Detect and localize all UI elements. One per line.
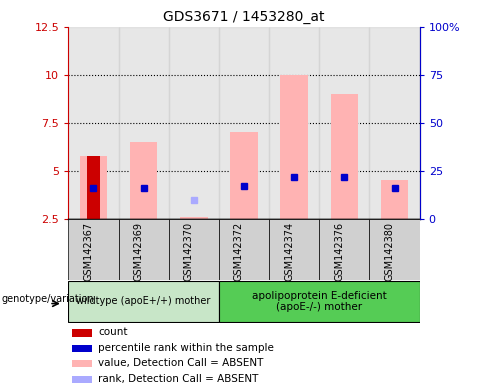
Bar [319,27,369,219]
Bar [72,329,92,337]
Bar [130,142,158,219]
Bar [381,180,408,219]
Text: GSM142374: GSM142374 [284,222,294,281]
FancyBboxPatch shape [68,281,219,322]
Bar [230,132,258,219]
Bar [369,219,420,280]
Bar [169,219,219,280]
Bar [269,27,319,219]
Bar [169,27,219,219]
Bar [72,376,92,383]
Text: GSM142367: GSM142367 [83,222,93,281]
Bar [330,94,358,219]
Text: GSM142376: GSM142376 [334,222,345,281]
Bar [87,156,100,219]
Text: GSM142369: GSM142369 [134,222,143,281]
Bar [72,360,92,367]
Bar [281,75,308,219]
Text: percentile rank within the sample: percentile rank within the sample [99,343,274,353]
Bar [269,219,319,280]
Text: wildtype (apoE+/+) mother: wildtype (apoE+/+) mother [77,296,211,306]
Bar [68,27,119,219]
Bar [219,27,269,219]
Text: rank, Detection Call = ABSENT: rank, Detection Call = ABSENT [99,374,259,384]
Bar [119,219,169,280]
Bar [219,219,269,280]
Title: GDS3671 / 1453280_at: GDS3671 / 1453280_at [163,10,325,25]
Text: count: count [99,328,128,338]
Text: value, Detection Call = ABSENT: value, Detection Call = ABSENT [99,358,264,368]
Text: GSM142370: GSM142370 [184,222,194,281]
Bar [80,156,107,219]
Text: genotype/variation: genotype/variation [1,294,94,305]
Text: GSM142372: GSM142372 [234,222,244,281]
Bar [68,219,119,280]
Bar [72,345,92,352]
Bar [119,27,169,219]
Bar [369,27,420,219]
Bar [319,219,369,280]
Text: apolipoprotein E-deficient
(apoE-/-) mother: apolipoprotein E-deficient (apoE-/-) mot… [252,291,386,312]
Text: GSM142380: GSM142380 [385,222,395,281]
FancyBboxPatch shape [219,281,420,322]
Bar [180,217,207,219]
